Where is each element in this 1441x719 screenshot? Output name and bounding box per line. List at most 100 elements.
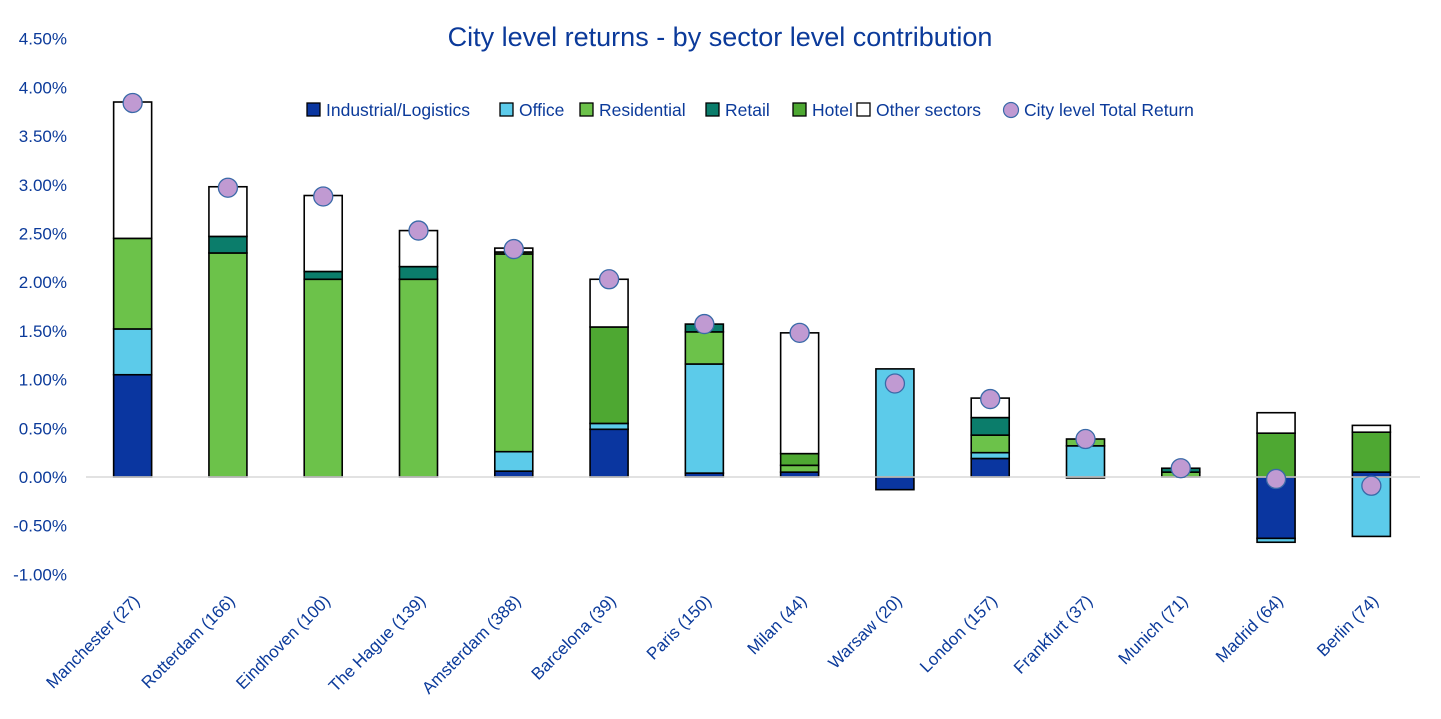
bar-segment: [1351, 424, 1392, 433]
x-tick-label: Eindhoven (100): [232, 591, 334, 693]
bar-segment: [1351, 431, 1392, 473]
bar-segment: [208, 235, 248, 254]
bar-segment: [493, 450, 534, 472]
y-tick-label: -0.50%: [13, 517, 67, 536]
y-tick-label: 4.00%: [19, 78, 67, 97]
bar-segment: [303, 270, 344, 281]
legend-swatch: [306, 102, 321, 117]
bar-segment: [112, 328, 153, 376]
legend-swatch: [705, 102, 720, 117]
total-return-marker: [313, 186, 334, 207]
total-return-marker: [122, 92, 143, 114]
y-tick-label: 2.50%: [19, 225, 67, 244]
bar-segment: [684, 363, 725, 474]
legend-swatch: [856, 102, 871, 117]
y-axis: -1.00% -0.50% 0.00% 0.50% 1.00% 1.50% 2.00% 2.5…: [13, 30, 67, 585]
y-tick-label: -1.00%: [13, 565, 67, 584]
bar-segment: [112, 101, 153, 240]
legend-label: Office: [519, 100, 564, 120]
y-tick-label: 1.00%: [19, 371, 67, 390]
x-tick-label: Milan (44): [744, 591, 811, 658]
x-axis: Manchester (27)Rotterdam (166)Eindhoven …: [43, 591, 1383, 697]
total-return-markers: [122, 92, 1382, 496]
bar-segment: [779, 332, 820, 455]
total-return-marker: [980, 388, 1001, 410]
legend-label: Industrial/Logistics: [326, 100, 470, 120]
x-tick-label: Berlin (74): [1313, 591, 1382, 660]
legend-item: Hotel: [792, 100, 853, 120]
total-return-marker: [408, 220, 429, 241]
bar-segment: [493, 470, 534, 478]
legend-item: Office: [499, 100, 564, 120]
bar-segment: [970, 451, 1011, 460]
total-return-marker: [694, 313, 715, 335]
legend-swatch: [792, 102, 807, 117]
bar-segment: [1256, 537, 1296, 544]
y-tick-label: 3.00%: [19, 176, 67, 195]
total-return-marker: [503, 238, 524, 260]
x-tick-label: Frankfurt (37): [1010, 591, 1096, 677]
x-tick-label: The Hague (139): [325, 591, 429, 695]
y-tick-label: 1.50%: [19, 322, 67, 341]
bar-segment: [970, 416, 1011, 436]
legend-item: Industrial/Logistics: [306, 100, 470, 120]
legend-item: City level Total Return: [1002, 100, 1194, 120]
total-return-marker: [217, 177, 239, 198]
legend-swatch: [1002, 101, 1020, 119]
bar-segment: [1065, 445, 1106, 478]
legend-label: Hotel: [812, 100, 853, 120]
bar-segment: [589, 326, 629, 425]
bar-segment: [970, 434, 1011, 454]
total-return-marker: [789, 322, 810, 343]
bar-segment: [112, 373, 153, 478]
legend-label: Other sectors: [876, 100, 981, 120]
x-tick-label: Manchester (27): [43, 591, 144, 692]
total-return-marker: [1265, 468, 1287, 490]
bar-segment: [493, 253, 534, 453]
bar-segment: [779, 464, 820, 473]
bar-segment: [875, 368, 915, 478]
x-tick-label: Madrid (64): [1212, 591, 1287, 666]
bar-segment: [398, 278, 439, 478]
legend: Industrial/Logistics Office Residential Ret…: [306, 100, 1194, 120]
y-tick-label: 4.50%: [19, 30, 67, 49]
legend-label: Retail: [725, 100, 770, 120]
x-tick-label: Rotterdam (166): [138, 591, 239, 692]
y-tick-label: 0.00%: [19, 468, 67, 487]
bar-segment: [1256, 432, 1296, 478]
x-tick-label: Amsterdam (388): [418, 591, 524, 697]
total-return-marker: [1075, 428, 1096, 450]
total-return-marker: [1170, 458, 1191, 479]
bar-segment: [208, 252, 248, 478]
legend-item: Other sectors: [856, 100, 981, 120]
x-tick-label: Warsaw (20): [825, 591, 906, 672]
bar-segment: [398, 265, 439, 281]
x-tick-label: Barcelona (39): [528, 591, 620, 683]
bar-segment: [970, 457, 1011, 478]
bar-segment: [589, 422, 629, 431]
bar-segment: [112, 237, 153, 330]
bar-segment: [779, 452, 820, 467]
bar-segment: [684, 331, 725, 365]
y-tick-label: 3.50%: [19, 127, 67, 146]
chart-title: City level returns - by sector level con…: [448, 22, 993, 52]
total-return-marker: [884, 373, 906, 394]
bar-segment: [303, 278, 344, 478]
y-tick-label: 2.00%: [19, 273, 67, 292]
x-tick-label: London (157): [916, 591, 1001, 676]
legend-item: Retail: [705, 100, 770, 120]
bar-segment: [1256, 411, 1296, 434]
legend-swatch: [499, 102, 514, 117]
legend-label: Residential: [599, 100, 686, 120]
x-tick-label: Paris (150): [643, 591, 715, 663]
total-return-marker: [1361, 475, 1382, 496]
legend-label: City level Total Return: [1024, 100, 1194, 120]
x-tick-label: Munich (71): [1115, 591, 1192, 668]
y-tick-label: 0.50%: [19, 419, 67, 438]
bar-segment: [303, 194, 344, 273]
total-return-marker: [598, 269, 620, 290]
bar-segment: [589, 428, 629, 478]
legend-item: Residential: [579, 100, 686, 120]
legend-swatch: [579, 102, 594, 117]
